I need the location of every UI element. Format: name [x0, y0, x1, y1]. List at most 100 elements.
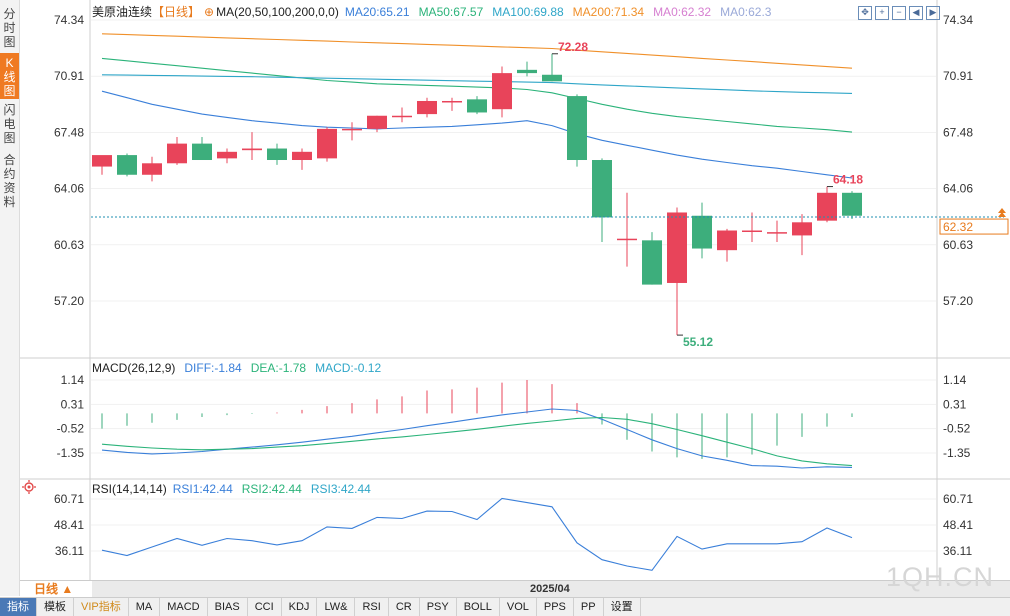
candle-body: [242, 148, 262, 151]
tab-flash-chart[interactable]: 闪电图: [3, 103, 16, 145]
toolbar-cr[interactable]: CR: [389, 598, 420, 616]
moving-average-lines: [101, 33, 853, 179]
y-tick-label-right: 60.71: [943, 492, 973, 506]
tab-contract-info[interactable]: 合约资料: [3, 153, 16, 209]
rsi-params: RSI(14,14,14): [92, 482, 167, 496]
rsi-grid: [91, 498, 936, 552]
caret-up-icon: ▲: [61, 582, 74, 596]
diff-value: DIFF:-1.84: [184, 361, 242, 375]
macd-value: MACD:-0.12: [315, 361, 382, 375]
toolbar-rsi[interactable]: RSI: [355, 598, 389, 616]
y-tick-label-right: 70.91: [943, 69, 973, 83]
chart-frame: [20, 0, 1010, 580]
ma0-value: MA0:62.32: [653, 5, 712, 19]
y-tick-label-left: 0.31: [61, 397, 85, 411]
candle-body: [767, 232, 787, 234]
candle-body: [142, 163, 162, 175]
price-annotation: 55.12: [683, 335, 713, 349]
candle-body: [542, 74, 562, 82]
candle-body: [692, 215, 712, 249]
y-tick-label-right: -0.52: [943, 422, 971, 436]
toolbar-indicators[interactable]: 指标: [0, 598, 37, 616]
y-tick-label-right: 67.48: [943, 125, 973, 139]
toolbar-ma[interactable]: MA: [129, 598, 161, 616]
macd-histogram: [101, 380, 853, 459]
candle-body: [117, 155, 137, 175]
ma-params: MA(20,50,100,200,0,0): [216, 5, 339, 19]
macd-line-dea: [101, 416, 853, 467]
candle-body: [317, 128, 337, 159]
toolbar-pps[interactable]: PPS: [537, 598, 574, 616]
tab-timeshare[interactable]: 分时图: [3, 7, 16, 49]
zoom-out-icon[interactable]: −: [892, 6, 906, 20]
candle-body: [467, 99, 487, 113]
settings-gear-icon[interactable]: [22, 480, 36, 494]
chart-canvas[interactable]: 74.34 74.34 70.91 70.91 67.48 67.48 64.06 64.06…: [0, 0, 1010, 596]
zoom-in-icon[interactable]: +: [875, 6, 889, 20]
toolbar-boll[interactable]: BOLL: [457, 598, 500, 616]
candle-body: [92, 155, 112, 167]
candle-body: [367, 115, 387, 129]
period-label: 日线: [34, 582, 59, 596]
y-tick-label-left: 57.20: [54, 294, 84, 308]
toolbar-cci[interactable]: CCI: [248, 598, 282, 616]
toolbar-templates[interactable]: 模板: [37, 598, 74, 616]
ma20-value: MA20:65.21: [344, 5, 410, 19]
toolbar-vol[interactable]: VOL: [500, 598, 537, 616]
candle-body: [442, 100, 462, 103]
ma0-value-2: MA0:62.3: [720, 5, 772, 19]
y-tick-label-left: 67.48: [54, 125, 84, 139]
macd-params: MACD(26,12,9): [92, 361, 176, 375]
watermark-logo: 1QH.CN: [885, 562, 994, 592]
y-tick-label-right: 60.63: [943, 238, 973, 252]
toolbar-kdj[interactable]: KDJ: [282, 598, 318, 616]
toolbar-lw[interactable]: LW&: [317, 598, 356, 616]
y-tick-label-right: 48.41: [943, 518, 973, 532]
ma-line-ma20: [101, 90, 853, 179]
candle-body: [617, 238, 637, 241]
period-tag: 【日线】: [152, 5, 201, 19]
toolbar-settings[interactable]: 设置: [604, 598, 641, 616]
macd-grid: [91, 379, 936, 454]
toolbar-vip[interactable]: VIP指标: [74, 598, 129, 616]
instrument-name: 美原油连续: [92, 5, 153, 19]
price-annotation: 64.18: [833, 173, 863, 187]
last-price-box: [939, 218, 1009, 235]
last-price-label: 62.32: [943, 220, 973, 234]
price-annotation: 72.28: [558, 40, 588, 54]
expand-icon[interactable]: ✥: [858, 6, 872, 20]
candle-body: [792, 222, 812, 236]
ma200-value: MA200:71.34: [572, 5, 645, 19]
y-tick-label-right: 64.06: [943, 182, 973, 196]
y-tick-label-left: -0.52: [57, 422, 85, 436]
candle-body: [342, 128, 362, 131]
y-tick-label-right: 74.34: [943, 13, 973, 27]
next-icon[interactable]: ▶: [926, 6, 940, 20]
prev-icon[interactable]: ◀: [909, 6, 923, 20]
rsi-axis-labels: 60.71 60.71 48.41 48.41 36.11 36.11: [54, 492, 973, 558]
toolbar-bias[interactable]: BIAS: [208, 598, 248, 616]
candle-body: [167, 143, 187, 164]
dea-value: DEA:-1.78: [250, 361, 307, 375]
indicator-toggle-icon[interactable]: ⊕: [204, 5, 215, 19]
ma100-value: MA100:69.88: [492, 5, 564, 19]
y-tick-label-right: 0.31: [943, 397, 967, 411]
candle-body: [667, 212, 687, 283]
macd-axis-labels: 1.14 1.14 0.31 0.31 -0.52 -0.52 -1.35 -1.35: [57, 373, 971, 460]
toolbar-macd[interactable]: MACD: [160, 598, 208, 616]
period-selector[interactable]: 日线 ▲: [20, 581, 92, 598]
toolbar-pp[interactable]: PP: [574, 598, 604, 616]
tab-kline[interactable]: K线图: [0, 53, 19, 99]
candle-body: [642, 240, 662, 285]
y-tick-label-left: 60.63: [54, 238, 84, 252]
toolbar-psy[interactable]: PSY: [420, 598, 457, 616]
y-tick-label-left: 74.34: [54, 13, 84, 27]
price-grid: [91, 19, 936, 302]
indicator-toolbar: 指标 模板 VIP指标 MA MACD BIAS CCI KDJ LW& RSI CR PSY BOLL…: [0, 597, 1010, 616]
y-tick-label-right: 36.11: [943, 544, 972, 558]
rsi2-value: RSI2:42.44: [241, 482, 302, 496]
y-tick-label-right: -1.35: [943, 446, 971, 460]
candle-body: [417, 100, 437, 115]
candle-body: [592, 160, 612, 218]
candle-body: [817, 192, 837, 221]
